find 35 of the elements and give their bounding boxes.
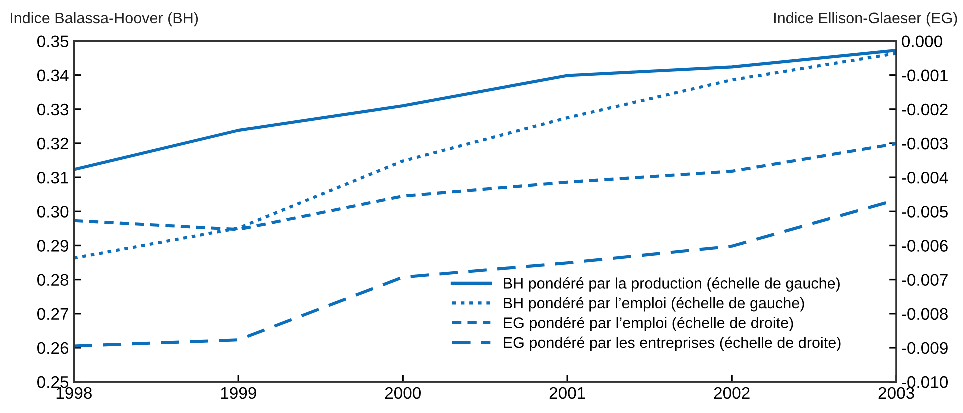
y-tick-label: 0.26 <box>38 342 69 354</box>
y2-tick-label: 0.000 <box>902 36 942 48</box>
y2-tick-label: -0.009 <box>902 342 948 354</box>
legend-label: BH pondéré par l’emploi (échelle de gauche) <box>504 297 804 312</box>
y2-tick-label: -0.008 <box>902 308 948 320</box>
y-tick-label: 0.31 <box>38 172 68 184</box>
y2-tick-label: -0.010 <box>902 376 948 388</box>
legend-label: EG pondéré par les entreprises (échelle de droite) <box>504 336 841 352</box>
y-tick-label: 0.33 <box>38 104 69 116</box>
line-series <box>74 52 897 260</box>
y-tick-label: 0.30 <box>38 206 69 218</box>
y2-tick-label: -0.007 <box>902 274 948 286</box>
x-tick-label: 2001 <box>550 387 586 400</box>
y-tick-label: 0.32 <box>38 138 68 150</box>
y-tick-label: 0.29 <box>38 240 69 252</box>
y-tick-label: 0.28 <box>38 274 69 286</box>
y2-tick-label: -0.003 <box>902 138 948 150</box>
y2-tick-label: -0.006 <box>902 240 948 252</box>
y-axis-title: Indice Balassa-Hoover (BH) <box>11 12 198 27</box>
x-tick-label: 2000 <box>385 387 421 400</box>
x-tick-label: 2003 <box>878 387 914 400</box>
y2-tick-label: -0.002 <box>902 104 948 116</box>
y2-tick-label: -0.004 <box>902 172 948 184</box>
x-tick-label: 2002 <box>714 387 750 400</box>
y-tick-label: 0.25 <box>38 376 69 388</box>
legend-label: EG pondéré par l’emploi (échelle de droite) <box>504 317 794 332</box>
x-tick-label: 1999 <box>221 387 256 400</box>
y2-tick-label: -0.001 <box>902 70 948 82</box>
x-tick-label: 1998 <box>56 387 92 400</box>
y-tick-label: 0.35 <box>38 36 69 48</box>
y2-tick-label: -0.005 <box>902 206 948 218</box>
y-tick-label: 0.27 <box>38 308 68 320</box>
y2-axis-title: Indice Ellison-Glaeser (EG) <box>774 12 958 27</box>
y-tick-label: 0.34 <box>38 70 69 82</box>
legend-label: BH pondéré par la production (échelle de gauche) <box>504 278 840 292</box>
